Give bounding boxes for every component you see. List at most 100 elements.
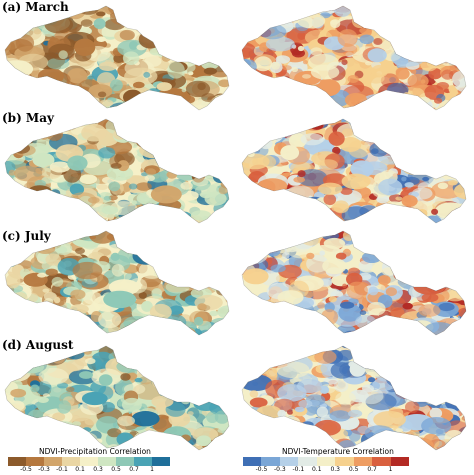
map-pixel-cluster <box>31 131 45 139</box>
map-pixel-cluster <box>404 139 428 155</box>
map-pixel-cluster <box>340 301 355 309</box>
map-pixel-cluster <box>395 428 403 433</box>
map-pixel-cluster <box>389 45 400 51</box>
map-pixel-cluster <box>454 92 466 107</box>
map-pixel-cluster <box>101 205 119 215</box>
map-boundary <box>4 118 230 224</box>
map-pixel-cluster <box>159 433 170 442</box>
map-pixel-cluster <box>9 15 26 25</box>
map-pixel-cluster <box>283 416 301 429</box>
map-pixel-cluster <box>155 373 172 385</box>
map-pixel-cluster <box>111 264 125 277</box>
map-pixel-cluster <box>5 76 32 93</box>
temperature-swatch-6 <box>353 457 373 466</box>
map-pixel-cluster <box>395 377 418 390</box>
map-pixel-cluster <box>226 431 229 438</box>
map-pixel-cluster <box>9 119 19 120</box>
map-pixel-cluster <box>5 318 10 327</box>
map-pixel-cluster <box>166 6 186 16</box>
map-pixel-cluster <box>27 191 50 204</box>
map-pixel-cluster <box>242 101 250 110</box>
map-pixel-cluster <box>213 348 223 354</box>
map-pixel-cluster <box>271 310 280 317</box>
map-pixel-cluster <box>423 29 436 36</box>
map-pixel-cluster <box>265 191 287 206</box>
map-pixel-cluster <box>451 28 466 46</box>
map-pixel-cluster <box>242 313 263 328</box>
map-pixel-cluster <box>310 64 340 80</box>
map-pixel-cluster <box>219 231 229 238</box>
map-pixel-cluster <box>433 149 456 161</box>
map-pixel-cluster <box>442 374 454 387</box>
map-pixel-cluster <box>403 447 420 450</box>
map-pixel-cluster <box>388 435 401 447</box>
map-pixel-cluster <box>289 107 302 110</box>
map-pixel-cluster <box>141 109 152 110</box>
map-pixel-cluster <box>123 115 128 119</box>
map-pixel-cluster <box>148 106 160 110</box>
map-pixel-cluster <box>171 42 189 51</box>
map-pixel-cluster <box>52 346 73 356</box>
map-pixel-cluster <box>162 330 175 335</box>
map-pixel-cluster <box>370 323 382 330</box>
map-pixel-cluster <box>387 346 404 351</box>
panel-label-march: (a) March <box>2 0 69 14</box>
map-pixel-cluster <box>422 257 438 268</box>
map-pixel-cluster <box>5 427 16 444</box>
map-pixel-cluster <box>243 268 269 285</box>
map-pixel-cluster <box>447 443 466 450</box>
map-pixel-cluster <box>306 234 312 239</box>
map-pixel-cluster <box>123 316 151 331</box>
map-pixel-cluster <box>176 238 186 245</box>
map-pixel-cluster <box>11 346 30 352</box>
map-pixel-cluster <box>335 391 356 406</box>
map-pixel-cluster <box>137 119 162 128</box>
map-pixel-cluster <box>5 439 20 450</box>
map-pixel-cluster <box>205 365 213 372</box>
map-pixel-cluster <box>12 326 20 332</box>
map-pixel-cluster <box>10 388 27 398</box>
precipitation-swatch-2 <box>44 457 62 466</box>
map-pixel-cluster <box>248 346 267 355</box>
map-pixel-cluster <box>249 13 261 21</box>
map-pixel-cluster <box>160 231 172 233</box>
map-pixel-cluster <box>157 435 168 441</box>
map-boundary <box>241 118 467 224</box>
map-pixel-cluster <box>440 107 455 110</box>
map-pixel-cluster <box>6 7 20 20</box>
temperature-correlation-map-august <box>241 345 467 451</box>
map-pixel-cluster <box>74 38 96 56</box>
map-pixel-cluster <box>12 82 23 91</box>
map-pixel-cluster <box>179 233 205 246</box>
map-pixel-cluster <box>200 376 229 393</box>
map-pixel-cluster <box>454 346 462 352</box>
map-pixel-cluster <box>122 6 135 12</box>
map-pixel-cluster <box>320 309 339 325</box>
map-pixel-cluster <box>26 313 56 330</box>
map-pixel-cluster <box>369 127 393 144</box>
map-pixel-cluster <box>455 396 462 401</box>
map-pixel-cluster <box>437 27 449 35</box>
map-pixel-cluster <box>372 119 391 123</box>
map-pixel-cluster <box>360 2 373 6</box>
map-pixel-cluster <box>299 89 312 98</box>
map-pixel-cluster <box>284 195 303 210</box>
map-pixel-cluster <box>20 346 36 358</box>
map-pixel-cluster <box>242 197 256 211</box>
map-pixel-cluster <box>428 147 439 156</box>
map-pixel-cluster <box>44 15 74 34</box>
map-pixel-cluster <box>12 128 36 143</box>
map-pixel-cluster <box>6 210 15 216</box>
map-pixel-cluster <box>261 103 279 110</box>
map-pixel-cluster <box>396 437 407 445</box>
map-pixel-cluster <box>201 6 229 19</box>
map-pixel-cluster <box>38 233 57 246</box>
map-pixel-cluster <box>201 47 215 56</box>
map-pixel-cluster <box>373 328 389 335</box>
map-pixel-cluster <box>177 125 183 131</box>
map-pixel-cluster <box>375 216 382 221</box>
map-pixel-cluster <box>465 328 466 334</box>
map-pixel-cluster <box>138 291 147 299</box>
map-pixel-cluster <box>48 231 67 241</box>
map-pixel-cluster <box>256 6 273 10</box>
